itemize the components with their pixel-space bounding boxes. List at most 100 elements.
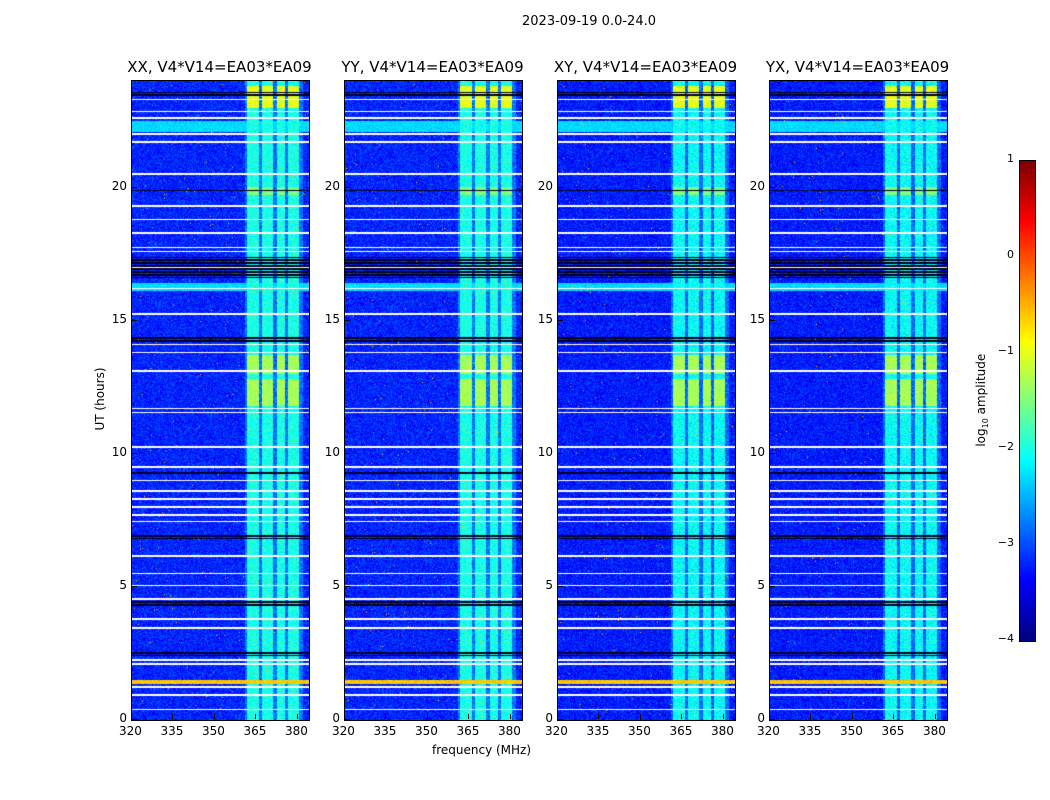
colorbar-tick-label: 0: [1007, 248, 1014, 261]
x-tick-mark: [509, 714, 511, 719]
y-tick-label: 10: [111, 444, 127, 459]
colorbar-label-suffix: amplitude: [973, 353, 988, 419]
y-tick-mark: [770, 319, 775, 321]
y-tick-label: 15: [324, 311, 340, 326]
y-tick-mark: [132, 319, 137, 321]
colorbar-label-sub: 10: [981, 418, 991, 429]
x-tick-mark: [893, 714, 895, 719]
y-axis-label: UT (hours): [93, 367, 107, 431]
y-tick-label: 0: [757, 711, 765, 725]
y-tick-label: 20: [749, 178, 765, 193]
panel-title: YX, V4*V14=EA03*EA09: [765, 58, 950, 76]
x-tick-mark: [810, 714, 812, 719]
x-tick-label: 320: [757, 724, 780, 738]
colorbar-tick-label: −1: [997, 344, 1014, 357]
y-tick-mark: [770, 585, 775, 587]
colorbar-tick-label: −4: [997, 632, 1014, 645]
panel-title: XX, V4*V14=EA03*EA09: [127, 58, 312, 76]
x-tick-mark: [851, 714, 853, 719]
y-tick-mark: [558, 186, 563, 188]
x-tick-label: 350: [414, 724, 438, 738]
heatmap-image: [345, 81, 522, 720]
y-tick-mark: [770, 719, 775, 720]
x-tick-label: 350: [201, 724, 225, 738]
y-tick-mark: [132, 719, 137, 720]
colorbar-tick-label: −2: [997, 440, 1014, 453]
x-tick-mark: [131, 714, 132, 719]
x-tick-mark: [557, 714, 558, 719]
x-axis-label: frequency (MHz): [432, 743, 532, 757]
y-tick-mark: [345, 585, 350, 587]
colorbar-tick-label: 1: [1007, 152, 1014, 165]
x-tick-label: 320: [545, 724, 568, 738]
x-tick-label: 335: [373, 724, 397, 738]
x-tick-label: 320: [119, 724, 142, 738]
x-tick-label: 380: [922, 724, 946, 738]
x-tick-label: 365: [456, 724, 480, 738]
y-tick-label: 20: [324, 178, 340, 193]
y-tick-label: 15: [537, 311, 553, 326]
x-tick-label: 365: [243, 724, 267, 738]
y-tick-label: 20: [537, 178, 553, 193]
panel-title: YY, V4*V14=EA03*EA09: [341, 58, 524, 76]
heatmap-panel: [769, 80, 948, 721]
y-tick-label: 10: [749, 444, 765, 459]
y-tick-mark: [558, 719, 563, 720]
colorbar-tick-label: −3: [997, 536, 1014, 549]
x-tick-mark: [722, 714, 724, 719]
x-tick-label: 380: [284, 724, 308, 738]
y-tick-mark: [345, 452, 350, 454]
x-tick-label: 335: [798, 724, 822, 738]
y-tick-label: 5: [757, 577, 765, 592]
x-tick-mark: [172, 714, 174, 719]
x-tick-mark: [681, 714, 683, 719]
y-tick-mark: [558, 585, 563, 587]
y-tick-label: 20: [111, 178, 127, 193]
y-tick-label: 15: [111, 311, 127, 326]
y-tick-mark: [345, 186, 350, 188]
y-tick-mark: [132, 186, 137, 188]
y-tick-label: 5: [545, 577, 553, 592]
heatmap-image: [132, 81, 309, 720]
y-tick-label: 5: [119, 577, 127, 592]
figure-title: 2023-09-19 0.0-24.0: [522, 14, 656, 29]
x-tick-mark: [426, 714, 428, 719]
y-tick-label: 10: [537, 444, 553, 459]
y-tick-label: 0: [119, 711, 127, 725]
y-tick-label: 5: [332, 577, 340, 592]
x-tick-mark: [598, 714, 600, 719]
y-tick-label: 0: [545, 711, 553, 725]
heatmap-panel: [557, 80, 736, 721]
x-tick-label: 335: [160, 724, 184, 738]
x-tick-label: 380: [710, 724, 734, 738]
y-tick-mark: [558, 319, 563, 321]
y-tick-mark: [345, 319, 350, 321]
panel-title: XY, V4*V14=EA03*EA09: [553, 58, 738, 76]
colorbar: [1019, 160, 1036, 642]
x-tick-mark: [255, 714, 257, 719]
y-tick-mark: [132, 585, 137, 587]
heatmap-panel: [131, 80, 310, 721]
x-tick-mark: [296, 714, 298, 719]
x-tick-label: 350: [627, 724, 651, 738]
colorbar-label: log10 amplitude: [974, 340, 990, 460]
x-tick-mark: [769, 714, 770, 719]
x-tick-label: 335: [586, 724, 610, 738]
x-tick-label: 365: [881, 724, 905, 738]
heatmap-panel: [344, 80, 523, 721]
heatmap-image: [558, 81, 735, 720]
x-tick-mark: [934, 714, 936, 719]
x-tick-mark: [639, 714, 641, 719]
colorbar-label-log: log: [973, 428, 988, 447]
y-tick-mark: [132, 452, 137, 454]
x-tick-mark: [468, 714, 470, 719]
heatmap-image: [770, 81, 947, 720]
x-tick-mark: [344, 714, 345, 719]
y-tick-mark: [558, 452, 563, 454]
y-tick-mark: [770, 452, 775, 454]
x-tick-label: 320: [332, 724, 355, 738]
y-tick-label: 0: [332, 711, 340, 725]
x-tick-label: 365: [669, 724, 693, 738]
x-tick-label: 380: [497, 724, 521, 738]
